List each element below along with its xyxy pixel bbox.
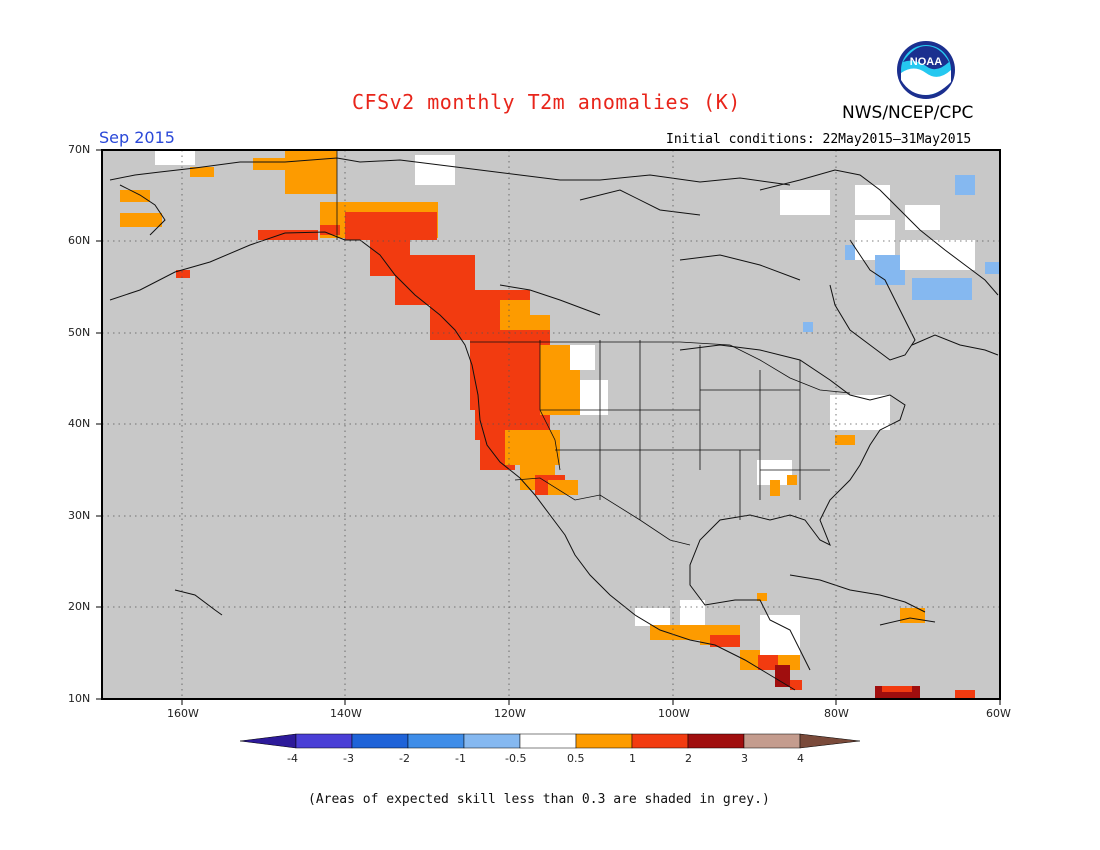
lon-label-80w: 80W bbox=[824, 707, 849, 720]
lat-label-40n: 40N bbox=[68, 417, 91, 430]
skill-footnote: (Areas of expected skill less than 0.3 a… bbox=[308, 792, 770, 807]
colorbar bbox=[239, 733, 861, 749]
lon-label-100w: 100W bbox=[658, 707, 690, 720]
colorbar-label-4: 4 bbox=[797, 752, 804, 765]
colorbar-seg-4 bbox=[463, 733, 521, 749]
colorbar-seg-6 bbox=[575, 733, 633, 749]
colorbar-label-2: 2 bbox=[685, 752, 692, 765]
lon-label-120w: 120W bbox=[494, 707, 526, 720]
colorbar-seg-10 bbox=[799, 733, 861, 749]
lon-label-140w: 140W bbox=[330, 707, 362, 720]
colorbar-seg-5 bbox=[519, 733, 577, 749]
lat-label-60n: 60N bbox=[68, 234, 91, 247]
lat-label-70n: 70N bbox=[68, 143, 91, 156]
colorbar-seg-3 bbox=[407, 733, 465, 749]
agency-label: NWS/NCEP/CPC bbox=[842, 103, 974, 123]
forecast-month: Sep 2015 bbox=[99, 128, 175, 147]
graticule bbox=[102, 150, 1000, 699]
colorbar-seg-9 bbox=[743, 733, 801, 749]
noaa-logo: NOAA bbox=[897, 41, 955, 99]
lat-label-10n: 10N bbox=[68, 692, 91, 705]
colorbar-label-1: 1 bbox=[629, 752, 636, 765]
noaa-logo-text: NOAA bbox=[910, 56, 942, 68]
tick-marks bbox=[96, 149, 1001, 705]
colorbar-seg-7 bbox=[631, 733, 689, 749]
colorbar-seg-8 bbox=[687, 733, 745, 749]
colorbar-label-m2: -2 bbox=[399, 752, 410, 765]
colorbar-label-3: 3 bbox=[741, 752, 748, 765]
colorbar-label-m05: -0.5 bbox=[505, 752, 527, 765]
coastlines bbox=[109, 157, 999, 691]
lat-label-50n: 50N bbox=[68, 326, 91, 339]
colorbar-label-05: 0.5 bbox=[567, 752, 585, 765]
colorbar-seg-1 bbox=[295, 733, 353, 749]
political-borders bbox=[336, 150, 851, 546]
colorbar-seg-0 bbox=[239, 733, 297, 749]
colorbar-label-m1: -1 bbox=[455, 752, 466, 765]
colorbar-label-m3: -3 bbox=[343, 752, 354, 765]
lon-label-160w: 160W bbox=[167, 707, 199, 720]
colorbar-seg-2 bbox=[351, 733, 409, 749]
map-title: CFSv2 monthly T2m anomalies (K) bbox=[352, 90, 741, 114]
lat-label-20n: 20N bbox=[68, 600, 91, 613]
lat-label-30n: 30N bbox=[68, 509, 91, 522]
initial-conditions: Initial conditions: 22May2015–31May2015 bbox=[666, 132, 972, 147]
colorbar-label-m4: -4 bbox=[287, 752, 298, 765]
anomaly-regions bbox=[120, 150, 1000, 698]
lon-label-60w: 60W bbox=[986, 707, 1011, 720]
